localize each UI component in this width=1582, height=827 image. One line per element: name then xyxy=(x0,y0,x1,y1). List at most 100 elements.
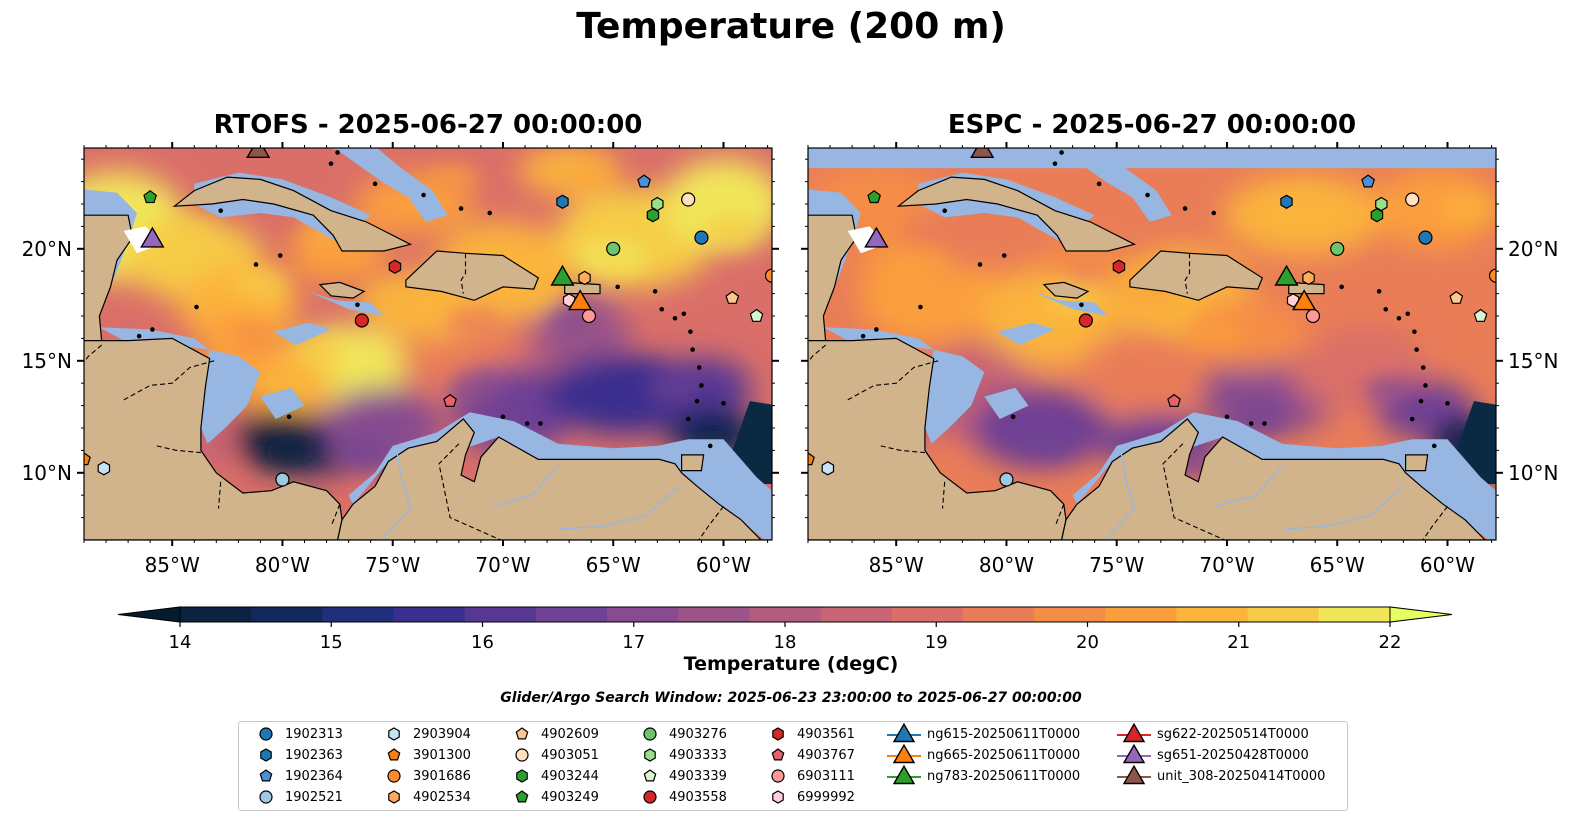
legend-marker xyxy=(259,790,273,804)
legend-marker xyxy=(387,769,401,783)
island xyxy=(136,333,142,339)
legend-symbol xyxy=(892,743,916,764)
island xyxy=(1409,416,1415,422)
island xyxy=(1224,414,1230,420)
legend-item-ng615-20250611T0000: ng615-20250611T0000 xyxy=(887,722,1081,744)
island xyxy=(1414,347,1419,352)
colorbar-segment xyxy=(1247,607,1320,622)
legend-label: 4903561 xyxy=(797,726,855,742)
legend-label: ng615-20250611T0000 xyxy=(927,726,1081,742)
argo-float-2903904 xyxy=(821,461,835,476)
legend-symbol xyxy=(260,748,272,762)
legend-label: 3901686 xyxy=(413,768,471,784)
argo-float-1902364 xyxy=(637,174,652,188)
colorbar-tick-label: 19 xyxy=(925,632,948,653)
temperature-eddy xyxy=(1440,192,1495,225)
legend-item-6999992: 6999992 xyxy=(765,787,855,807)
glider-sg651-20250428T0000 xyxy=(864,226,889,248)
river xyxy=(381,452,412,540)
legend-label: 4903051 xyxy=(541,747,599,763)
legend-item-6903111: 6903111 xyxy=(765,766,855,786)
legend-symbol xyxy=(388,790,400,804)
colorbar-tick-label: 22 xyxy=(1379,632,1402,653)
legend-item-4903249: 4903249 xyxy=(509,787,599,807)
legend-item-1902521: 1902521 xyxy=(253,787,343,807)
colorbar-label: Temperature (degC) xyxy=(683,653,899,675)
legend-label: 4903767 xyxy=(797,747,855,763)
glider-ng665-20250611T0000 xyxy=(567,289,593,311)
country-border xyxy=(156,445,201,454)
shallow-shelf xyxy=(260,387,305,419)
legend-symbol xyxy=(892,764,916,785)
legend-item-4903339: 4903339 xyxy=(637,766,727,786)
lon-tick-label: 80°W xyxy=(255,553,310,577)
temperature-eddy xyxy=(648,375,694,400)
argo-float-4903339 xyxy=(1473,308,1488,322)
shallow-shelf xyxy=(273,322,331,346)
island xyxy=(277,253,283,258)
legend-item-4903561: 4903561 xyxy=(765,724,855,744)
temperature-patch xyxy=(1189,298,1310,369)
legend-symbol xyxy=(1122,764,1146,785)
island xyxy=(874,327,879,332)
legend-item-1902313: 1902313 xyxy=(253,724,343,744)
legend-symbol xyxy=(515,748,529,762)
argo-float-4903339 xyxy=(749,308,764,322)
island xyxy=(150,327,155,332)
colorbar-segment xyxy=(464,607,537,622)
lat-tick-label: 15°N xyxy=(22,349,72,373)
country-border xyxy=(460,253,467,294)
legend-label: 3901300 xyxy=(413,747,471,763)
island xyxy=(918,304,923,310)
country-border xyxy=(941,481,946,509)
legend-item-unit_308-20250414T0000: unit_308-20250414T0000 xyxy=(1117,764,1326,786)
espc-map-panel[interactable]: 85°W 80°W 75°W 70°W 65°W 60°W 10°N 15°N 20°N xyxy=(797,138,1558,577)
legend-label: 6999992 xyxy=(797,789,855,805)
country-border xyxy=(1184,253,1191,294)
island xyxy=(1010,414,1016,420)
colorbar-segment xyxy=(1318,607,1391,622)
island xyxy=(372,181,378,187)
legend-symbol xyxy=(643,790,657,804)
island xyxy=(421,192,426,198)
river xyxy=(491,465,559,508)
argo-float-4903558 xyxy=(1078,313,1093,328)
argo-float-1902363 xyxy=(1280,194,1293,209)
argo-float-4903249 xyxy=(867,190,882,204)
land-yucatan xyxy=(84,214,134,342)
island xyxy=(1001,253,1007,258)
legend-marker xyxy=(643,727,657,741)
argo-float-1902521 xyxy=(275,472,290,487)
island xyxy=(860,333,866,339)
rtofs-map-panel[interactable]: 85°W 80°W 75°W 70°W 65°W 60°W 10°N 15°N 20°N xyxy=(22,138,812,577)
argo-float-1902313 xyxy=(694,230,709,245)
argo-float-4902609 xyxy=(1449,290,1464,304)
glider-unit_308-20250414T0000 xyxy=(246,148,271,159)
country-border xyxy=(84,344,102,364)
temperature-eddy xyxy=(569,167,615,188)
argo-float-2903904 xyxy=(97,461,111,476)
island xyxy=(659,306,665,312)
land-hispaniola xyxy=(405,250,540,301)
rtofs-panel-title: RTOFS - 2025-06-27 00:00:00 xyxy=(213,110,643,140)
lat-tick-label: 20°N xyxy=(22,237,72,261)
colorbar-tick-label: 15 xyxy=(320,632,343,653)
legend-label: unit_308-20250414T0000 xyxy=(1157,768,1326,784)
temperature-eddy xyxy=(1268,192,1341,225)
legend-marker xyxy=(388,727,400,741)
legend-label: 1902313 xyxy=(285,726,343,742)
argo-float-6903111 xyxy=(581,308,597,324)
temperature-eddy xyxy=(290,335,345,368)
legend-marker xyxy=(644,748,656,762)
legend-item-3901686: 3901686 xyxy=(381,766,471,786)
legend-symbol xyxy=(1122,743,1146,764)
country-border xyxy=(1422,506,1448,540)
legend-symbol xyxy=(644,748,656,762)
island xyxy=(1445,401,1450,406)
land-cuba xyxy=(896,176,1137,252)
argo-float-1902313 xyxy=(1418,230,1433,245)
temperature-eddy xyxy=(890,246,954,287)
island xyxy=(1182,206,1188,211)
colorbar-segment xyxy=(891,607,964,622)
legend-symbol xyxy=(259,727,273,741)
